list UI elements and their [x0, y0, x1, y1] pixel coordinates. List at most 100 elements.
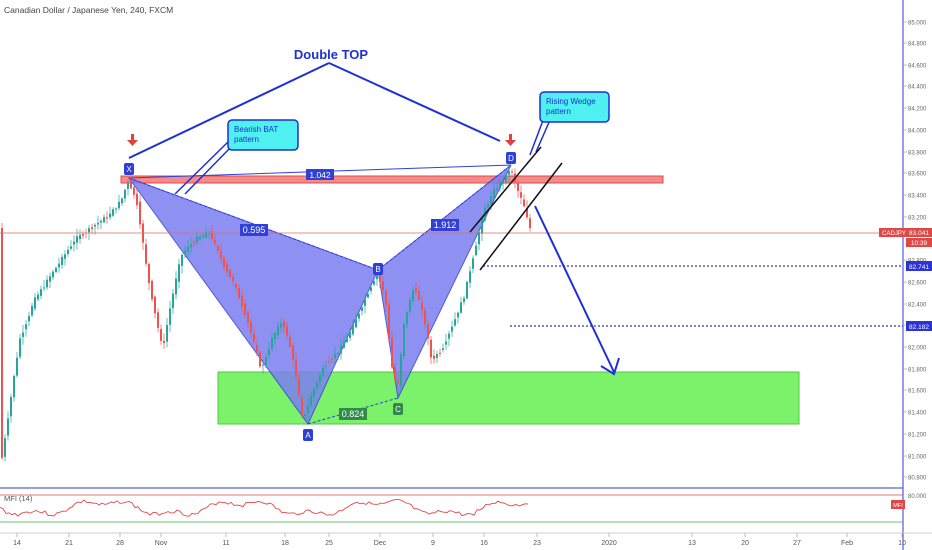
candle-body — [106, 217, 108, 219]
candle-body — [475, 245, 477, 256]
candle-body — [241, 295, 243, 307]
candle-body — [277, 326, 279, 336]
wedge-upper-line[interactable] — [469, 146, 542, 233]
price-tick-label: 85.000 — [908, 21, 927, 27]
candle-body — [19, 338, 21, 357]
candle-body — [253, 334, 255, 342]
candle-body — [91, 227, 93, 229]
candle-body — [295, 359, 297, 376]
wedge-lower-line[interactable] — [479, 162, 563, 271]
candle-body — [481, 218, 483, 234]
ratio-xd-text: 1.042 — [309, 170, 331, 180]
rising-wedge-callout[interactable] — [539, 91, 610, 123]
candle-body — [385, 291, 387, 306]
candle-body — [448, 333, 450, 339]
price-tick-label: 84.000 — [908, 129, 927, 135]
projection-arrow[interactable] — [534, 205, 615, 373]
candle-body — [43, 287, 45, 289]
callout-pointer — [535, 119, 551, 153]
candle-body — [430, 339, 432, 358]
candle-body — [112, 209, 114, 216]
time-tick-label: 21 — [65, 540, 73, 547]
candle-body — [139, 201, 141, 225]
current-price-badge — [906, 228, 932, 237]
candle-body — [187, 246, 189, 252]
candle-body — [508, 171, 510, 175]
candle-body — [343, 342, 345, 348]
candle-body — [325, 365, 327, 367]
candle-body — [403, 324, 405, 357]
callout-pointer — [184, 145, 233, 195]
candle-body — [154, 296, 156, 314]
candle-body — [4, 438, 6, 457]
candle-body — [523, 199, 525, 207]
candle-body — [355, 318, 357, 328]
candle-body — [250, 321, 252, 333]
candle-body — [88, 228, 90, 233]
double-top-left-line[interactable] — [128, 62, 330, 159]
double-top-right-line[interactable] — [328, 62, 501, 142]
candle-body — [352, 324, 354, 335]
candle-body — [394, 367, 396, 380]
candle-body — [490, 196, 492, 205]
candle-body — [55, 267, 57, 272]
time-tick-label: 14 — [13, 540, 21, 547]
time-tick-label: 16 — [480, 540, 488, 547]
time-tick-label: Dec — [374, 540, 387, 547]
candle-body — [457, 312, 459, 318]
candle-body — [382, 281, 384, 291]
candle-body — [280, 323, 282, 328]
current-price-text: 83.041 — [909, 230, 929, 237]
time-tick-label: 25 — [325, 540, 333, 547]
chart-title: Canadian Dollar / Japanese Yen, 240, FXC… — [4, 5, 173, 15]
time-axis[interactable]: 14 21 28 Nov 11 18 25 Dec 9 16 23 2020 13 20 27 Feb 10 — [13, 533, 906, 547]
level-2-badge — [906, 321, 932, 331]
candle-body — [115, 208, 117, 210]
candle-body — [226, 263, 228, 272]
candle-body — [229, 269, 231, 277]
ratio-bd-text: 1.912 — [434, 220, 457, 230]
price-tick-label: 83.600 — [908, 172, 927, 178]
candle-body — [190, 244, 192, 248]
price-tick-label: 84.400 — [908, 85, 927, 91]
candle-body — [499, 182, 501, 189]
candle-body — [331, 358, 333, 360]
candle-body — [118, 201, 120, 209]
price-tick-label: 82.600 — [908, 281, 927, 287]
time-tick-label: Feb — [841, 540, 853, 547]
price-axis[interactable]: 85.000 84.800 84.600 84.400 84.200 84.000 83.8… — [903, 21, 927, 482]
rising-wedge-label: Rising Wedge pattern — [546, 97, 596, 116]
candle-body — [487, 204, 489, 208]
candle-body — [127, 182, 129, 189]
point-x-badge — [124, 163, 134, 175]
candle-body — [340, 345, 342, 354]
arrow-down-icon — [505, 134, 516, 146]
ratio-ac-badge — [339, 408, 367, 420]
point-b-badge — [373, 263, 383, 275]
candle-body — [307, 405, 309, 413]
candle-body — [121, 198, 123, 204]
candle-body — [256, 345, 258, 353]
candle-body — [409, 299, 411, 313]
time-tick-label: 13 — [688, 540, 696, 547]
candle-body — [376, 273, 378, 280]
bearish-bat-callout[interactable] — [227, 119, 299, 151]
price-tick-label: 81.800 — [908, 368, 927, 374]
arrow-head-icon — [600, 357, 620, 376]
candle-body — [247, 312, 249, 323]
candle-body — [64, 254, 66, 259]
resistance-band[interactable] — [120, 175, 664, 184]
ratio-bd-badge — [431, 219, 459, 231]
candle-body — [292, 345, 294, 360]
candle-body — [52, 271, 54, 278]
bd-line — [377, 164, 512, 271]
candle-body — [460, 302, 462, 313]
point-a-badge — [303, 429, 313, 441]
candle-body — [502, 180, 504, 183]
candle-body — [259, 352, 261, 367]
candle-body — [313, 389, 315, 397]
candle-body — [319, 374, 321, 383]
candle-body — [271, 337, 273, 349]
candle-body — [13, 376, 15, 398]
